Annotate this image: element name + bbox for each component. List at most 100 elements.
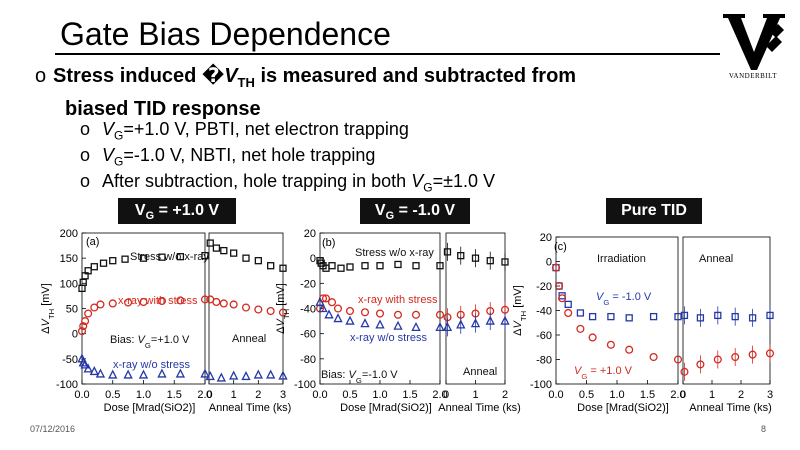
x-tick-label: 1 [472, 389, 478, 401]
y-tick-label: -40 [300, 304, 316, 316]
data-point-dose [124, 298, 133, 307]
plot-annotation: x-ray with stress [358, 294, 438, 306]
y-tick-label: -100 [56, 379, 78, 391]
data-point-dose [201, 251, 209, 260]
y-tick-label: -80 [300, 354, 316, 366]
badge-var-sub: G [385, 210, 395, 223]
x-axis-label-dose: Dose [Mrad(SiO2)] [104, 402, 196, 414]
data-point-anneal [443, 248, 452, 256]
data-point-anneal [731, 352, 740, 362]
x-tick-label: 2 [502, 389, 508, 401]
x-tick-label: 2 [738, 389, 744, 401]
bullet-marker: o [80, 171, 91, 191]
data-point-dose [588, 333, 597, 342]
data-point-anneal [254, 305, 263, 314]
data-point-dose [79, 322, 88, 331]
data-point-anneal [713, 355, 722, 364]
data-point-dose [554, 281, 564, 291]
plot-annotation: Stress w/o x-ray [355, 247, 434, 259]
data-point-dose [649, 312, 658, 321]
data-point-dose [83, 363, 93, 373]
badge-text: = +1.0 V [154, 202, 220, 219]
data-point-anneal [219, 299, 228, 308]
data-point-anneal [254, 257, 262, 265]
data-point-dose [139, 297, 148, 307]
data-point-dose [360, 308, 370, 317]
y-tick-label: -80 [536, 355, 552, 367]
sub-bullet-var: V [411, 171, 424, 191]
data-point-dose [109, 257, 117, 265]
plot-annotation: Stress w/o x-ray [130, 251, 209, 263]
data-point-dose [138, 369, 149, 379]
data-point-anneal [205, 371, 215, 381]
data-point-dose [588, 312, 597, 321]
data-point-anneal [267, 262, 275, 270]
data-point-anneal [279, 264, 287, 272]
x-axis-label-dose: Dose [Mrad(SiO2)] [340, 402, 432, 414]
data-point-anneal [241, 303, 251, 312]
y-tick-label: -100 [294, 379, 316, 391]
data-point-dose [412, 262, 420, 270]
data-point-dose [77, 327, 87, 336]
data-point-dose [673, 355, 683, 364]
panel-label: (b) [322, 237, 335, 249]
y-tick-label: 150 [60, 253, 78, 265]
data-point-dose [89, 365, 99, 376]
x-tick-label: 0.5 [579, 389, 594, 401]
plot-annotation: x-ray w/o stress [113, 359, 191, 371]
y-tick-label: -40 [536, 306, 552, 318]
x-tick-label: 0.0 [312, 389, 327, 401]
data-point-dose [96, 300, 105, 309]
bullet-marker: o [35, 65, 47, 87]
plot-annotation: VG = -1.0 V [596, 291, 652, 307]
data-point-anneal [457, 251, 465, 260]
x-tick-label: 1 [231, 389, 237, 401]
main-bullet-line-2: biased TID response [65, 98, 261, 120]
x-tick-label: 2.0 [670, 389, 685, 401]
slide-title: Gate Bias Dependence [60, 16, 391, 52]
data-point-anneal [748, 350, 757, 359]
plot-annotation: Irradiation [597, 253, 646, 265]
sub-bullet-var: V [102, 145, 115, 165]
data-point-dose [79, 278, 87, 286]
data-point-dose [121, 255, 129, 263]
data-point-anneal [500, 315, 510, 325]
data-point-anneal [486, 257, 494, 265]
data-point-anneal [216, 372, 226, 382]
x-tick-label: 2 [255, 389, 261, 401]
sub-bullet-var-sub: G [114, 128, 124, 143]
data-point-dose [625, 345, 634, 354]
sub-bullet-var-sub: G [423, 180, 433, 195]
sub-bullet-2: o VG=-1.0 V, NBTI, net hole trapping [80, 144, 375, 173]
y-tick-label: -20 [300, 278, 316, 290]
data-point-dose [435, 310, 445, 319]
data-point-anneal [680, 311, 689, 320]
badge-text: Pure TID [621, 202, 687, 219]
plot-annotation: Anneal [699, 253, 733, 265]
y-tick-label: 20 [304, 228, 316, 240]
data-point-anneal [212, 297, 221, 307]
y-axis-label: ΔVTH [mV] [40, 283, 56, 334]
x-tick-label: 0.5 [105, 389, 120, 401]
data-point-anneal [266, 306, 275, 316]
data-point-dose [345, 306, 355, 316]
bullet-marker: o [80, 119, 91, 139]
title-underline [55, 53, 720, 55]
data-point-dose [95, 368, 106, 378]
data-point-dose [333, 313, 343, 323]
data-point-dose [327, 298, 337, 307]
sub-bullet-text: =±1.0 V [432, 171, 495, 191]
data-point-dose [90, 303, 99, 312]
y-tick-label: -60 [300, 329, 316, 341]
x-tick-label: 0.0 [548, 389, 563, 401]
data-point-dose [393, 310, 403, 319]
data-point-dose [607, 312, 615, 321]
y-tick-label: 50 [66, 304, 78, 316]
data-point-dose [360, 318, 370, 328]
data-point-dose [176, 253, 185, 261]
data-point-anneal [765, 349, 775, 358]
main-bullet-var-sub: TH [237, 75, 255, 90]
y-tick-label: -20 [536, 281, 552, 293]
data-point-dose [551, 263, 561, 272]
